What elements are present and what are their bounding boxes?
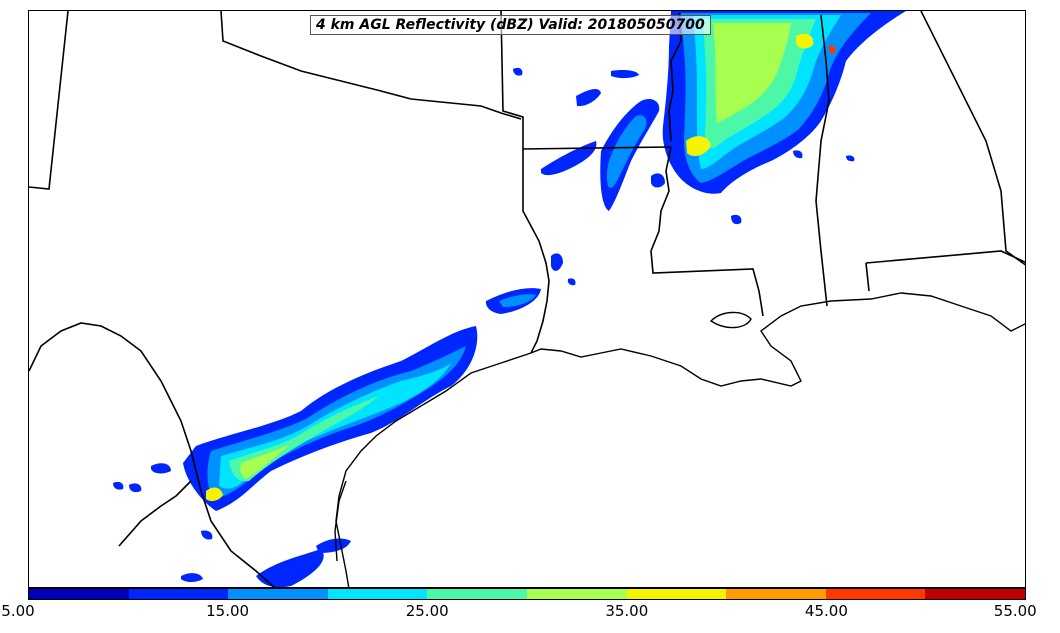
colorbar-tick-label: 15.00 <box>206 602 250 620</box>
precip-region <box>576 89 601 107</box>
precip-region <box>316 538 351 553</box>
colorbar-segment <box>128 589 229 599</box>
precip-region <box>731 214 742 225</box>
precip-region <box>713 23 791 123</box>
precip-region <box>793 150 803 159</box>
precip-region <box>256 549 324 587</box>
precip-region <box>219 363 451 489</box>
colorbar-segment <box>29 589 129 599</box>
colorbar-segment <box>526 589 627 599</box>
state-boundaries <box>29 11 1025 587</box>
precip-region <box>606 115 647 188</box>
precip-region <box>651 173 665 188</box>
colorbar-segment <box>327 589 428 599</box>
precip-region <box>567 278 576 286</box>
precip-region <box>201 530 213 540</box>
precip-region <box>129 483 142 493</box>
colorbar-segment <box>825 589 926 599</box>
precip-region <box>611 70 639 79</box>
precip-region <box>828 45 836 54</box>
colorbar-tick-label: 5.00 <box>1 602 35 620</box>
colorbar-ticks: 5.00 15.00 25.00 35.00 45.00 55.00 <box>0 600 1060 633</box>
precip-region <box>796 33 814 49</box>
colorbar-segment <box>925 589 1025 599</box>
precip-region <box>181 573 203 582</box>
precip-region <box>551 253 563 271</box>
colorbar-tick-label: 35.00 <box>605 602 649 620</box>
colorbar <box>28 588 1026 600</box>
precip-region <box>240 445 289 479</box>
colorbar-tick-label: 45.00 <box>804 602 848 620</box>
colorbar-segment <box>626 589 727 599</box>
precip-region <box>513 67 523 76</box>
colorbar-segment <box>726 589 826 599</box>
precip-region <box>541 141 597 176</box>
colorbar-tick-label: 55.00 <box>993 602 1037 620</box>
reflectivity-map <box>29 11 1025 587</box>
precip-texas-band <box>113 253 576 587</box>
precip-region <box>206 487 223 502</box>
precip-region <box>113 481 124 490</box>
map-panel <box>28 10 1026 588</box>
coastline <box>334 292 1025 587</box>
precip-north-region <box>513 11 906 225</box>
precip-region <box>846 155 855 162</box>
precip-region <box>499 294 536 307</box>
map-title: 4 km AGL Reflectivity (dBZ) Valid: 20180… <box>310 15 711 35</box>
colorbar-segment <box>427 589 527 599</box>
colorbar-segment <box>228 589 328 599</box>
precip-region <box>151 463 171 474</box>
precip-region <box>686 136 711 157</box>
colorbar-tick-label: 25.00 <box>405 602 449 620</box>
